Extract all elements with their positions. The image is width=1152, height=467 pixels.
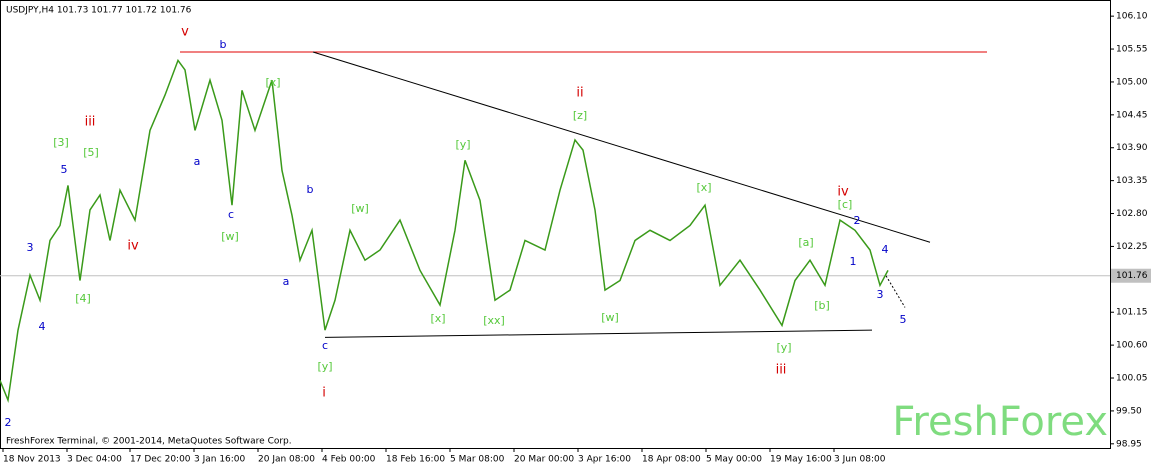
wave-label: a <box>194 155 201 168</box>
x-tick-label: 3 Jan 16:00 <box>194 455 246 465</box>
wave-label: iii <box>85 115 96 130</box>
y-tick-label: 103.35 <box>1116 176 1148 186</box>
wave-label: [x] <box>696 181 711 194</box>
wave-label: [x] <box>430 312 445 325</box>
y-tick-label: 100.05 <box>1116 374 1148 384</box>
y-tick-label: 99.50 <box>1116 406 1142 416</box>
x-tick-label: 3 Apr 16:00 <box>578 455 631 465</box>
footer: FreshForex Terminal, © 2001-2014, MetaQu… <box>6 437 292 447</box>
wave-label: 4 <box>882 243 889 256</box>
wave-label: 3 <box>27 241 34 254</box>
header: USDJPY,H4 101.73 101.77 101.72 101.76 <box>6 6 192 16</box>
wave-label: 1 <box>850 255 857 268</box>
y-tick-label: 101.15 <box>1116 308 1148 318</box>
wave-label: [x] <box>265 76 280 89</box>
wave-label: b <box>307 183 314 196</box>
x-tick-label: 17 Dec 20:00 <box>130 455 191 465</box>
x-tick-label: 19 May 16:00 <box>770 455 832 465</box>
wave-label: 3 <box>877 288 884 301</box>
wave-label: v <box>181 25 189 40</box>
current-price-box <box>1111 268 1151 283</box>
wave-label: iii <box>776 363 787 378</box>
y-tick-label: 102.25 <box>1116 242 1148 252</box>
x-tick-label: 5 May 00:00 <box>706 455 762 465</box>
x-tick-label: 5 Mar 08:00 <box>450 455 505 465</box>
wave-label: 2 <box>5 416 12 429</box>
wave-label: c <box>228 208 234 221</box>
wave-label: b <box>220 38 227 51</box>
wave-label: iv <box>837 185 849 200</box>
wave-label: [3] <box>53 136 69 149</box>
wave-label: 2 <box>854 214 861 227</box>
wave-label: [5] <box>83 146 99 159</box>
x-tick-label: 18 Feb 16:00 <box>386 455 445 465</box>
wave-label: c <box>322 339 328 352</box>
x-tick-label: 3 Dec 04:00 <box>67 455 122 465</box>
wave-label: 4 <box>39 320 46 333</box>
current-price-label: 101.76 <box>1116 271 1148 281</box>
wave-label: [4] <box>75 292 91 305</box>
wave-label: [w] <box>221 230 239 243</box>
x-tick-label: 18 Apr 08:00 <box>642 455 701 465</box>
wave-label: ii <box>576 86 583 101</box>
wave-label: a <box>283 275 290 288</box>
y-tick-label: 106.10 <box>1116 12 1148 22</box>
wave-label: [w] <box>601 311 619 324</box>
price-line <box>0 58 889 404</box>
plot-frame <box>0 0 1111 449</box>
x-tick-label: 20 Mar 00:00 <box>514 455 574 465</box>
y-tick-label: 105.55 <box>1116 45 1148 55</box>
x-tick-label: 18 Nov 2013 <box>3 455 61 465</box>
wave-label: [y] <box>776 341 791 354</box>
y-tick-label: 103.90 <box>1116 143 1148 153</box>
trend-line <box>312 51 931 243</box>
wave-label: [w] <box>351 202 369 215</box>
wave-label: iv <box>127 239 139 254</box>
wave-label: [c] <box>838 198 853 211</box>
wave-label: [z] <box>573 109 587 122</box>
wave-label: 5 <box>900 313 907 326</box>
trend-line <box>324 329 873 338</box>
wave-label: [y] <box>317 360 332 373</box>
y-tick-label: 104.45 <box>1116 110 1148 120</box>
y-tick-label: 98.95 <box>1116 439 1142 449</box>
wave-label: [xx] <box>483 314 505 327</box>
y-tick-label: 100.60 <box>1116 341 1148 351</box>
wave-label: [y] <box>455 138 470 151</box>
watermark: FreshForex <box>892 399 1108 445</box>
x-tick-label: 20 Jan 08:00 <box>258 455 315 465</box>
y-tick-label: 102.80 <box>1116 209 1148 219</box>
x-tick-label: 3 Jun 08:00 <box>834 455 886 465</box>
y-tick-label: 105.00 <box>1116 77 1148 87</box>
wave-label: [b] <box>814 299 830 312</box>
wave-label: [a] <box>798 236 813 249</box>
wave-label: i <box>322 386 326 401</box>
wave-label: 5 <box>61 163 68 176</box>
x-tick-label: 4 Feb 00:00 <box>322 455 376 465</box>
